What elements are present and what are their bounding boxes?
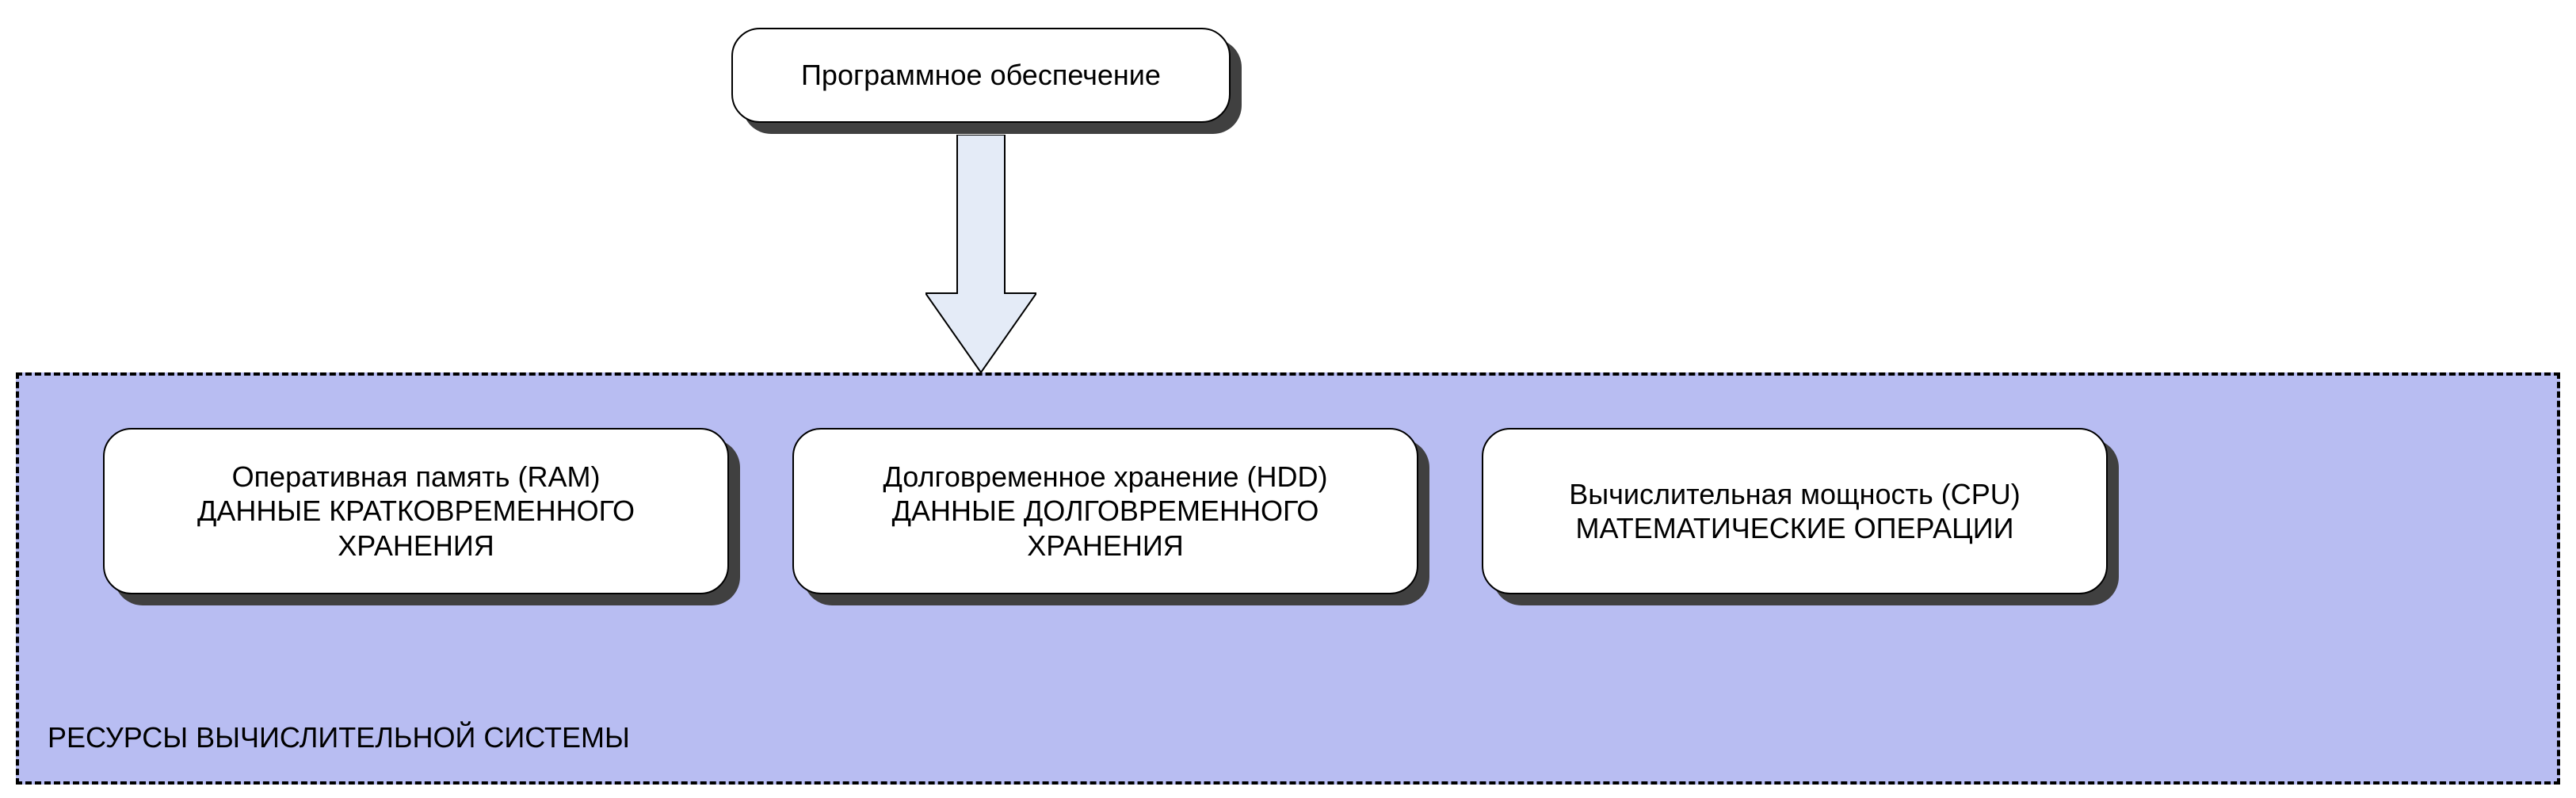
node-cpu-line-0: Вычислительная мощность (CPU): [1569, 477, 2020, 511]
node-hdd-line-2: ХРАНЕНИЯ: [1027, 529, 1184, 563]
resources-group-label: РЕСУРСЫ ВЫЧИСЛИТЕЛЬНОЙ СИСТЕМЫ: [48, 721, 630, 754]
node-hdd-line-1: ДАННЫЕ ДОЛГОВРЕМЕННОГО: [892, 494, 1319, 528]
node-ram: Оперативная память (RAM) ДАННЫЕ КРАТКОВР…: [103, 428, 729, 594]
node-software-line-0: Программное обеспечение: [801, 58, 1161, 92]
node-cpu-line-1: МАТЕМАТИЧЕСКИЕ ОПЕРАЦИИ: [1576, 511, 2014, 545]
node-ram-line-2: ХРАНЕНИЯ: [338, 529, 494, 563]
node-ram-line-0: Оперативная память (RAM): [232, 460, 601, 494]
node-ram-line-1: ДАННЫЕ КРАТКОВРЕМЕННОГО: [197, 494, 635, 528]
node-cpu: Вычислительная мощность (CPU) МАТЕМАТИЧЕ…: [1482, 428, 2108, 594]
node-hdd-line-0: Долговременное хранение (HDD): [883, 460, 1327, 494]
arrow-down-icon: [925, 135, 1036, 372]
node-software: Программное обеспечение: [731, 28, 1231, 123]
diagram-canvas: РЕСУРСЫ ВЫЧИСЛИТЕЛЬНОЙ СИСТЕМЫ Программн…: [0, 0, 2576, 798]
node-hdd: Долговременное хранение (HDD) ДАННЫЕ ДОЛ…: [792, 428, 1418, 594]
arrow-software-to-resources: [925, 135, 1036, 372]
